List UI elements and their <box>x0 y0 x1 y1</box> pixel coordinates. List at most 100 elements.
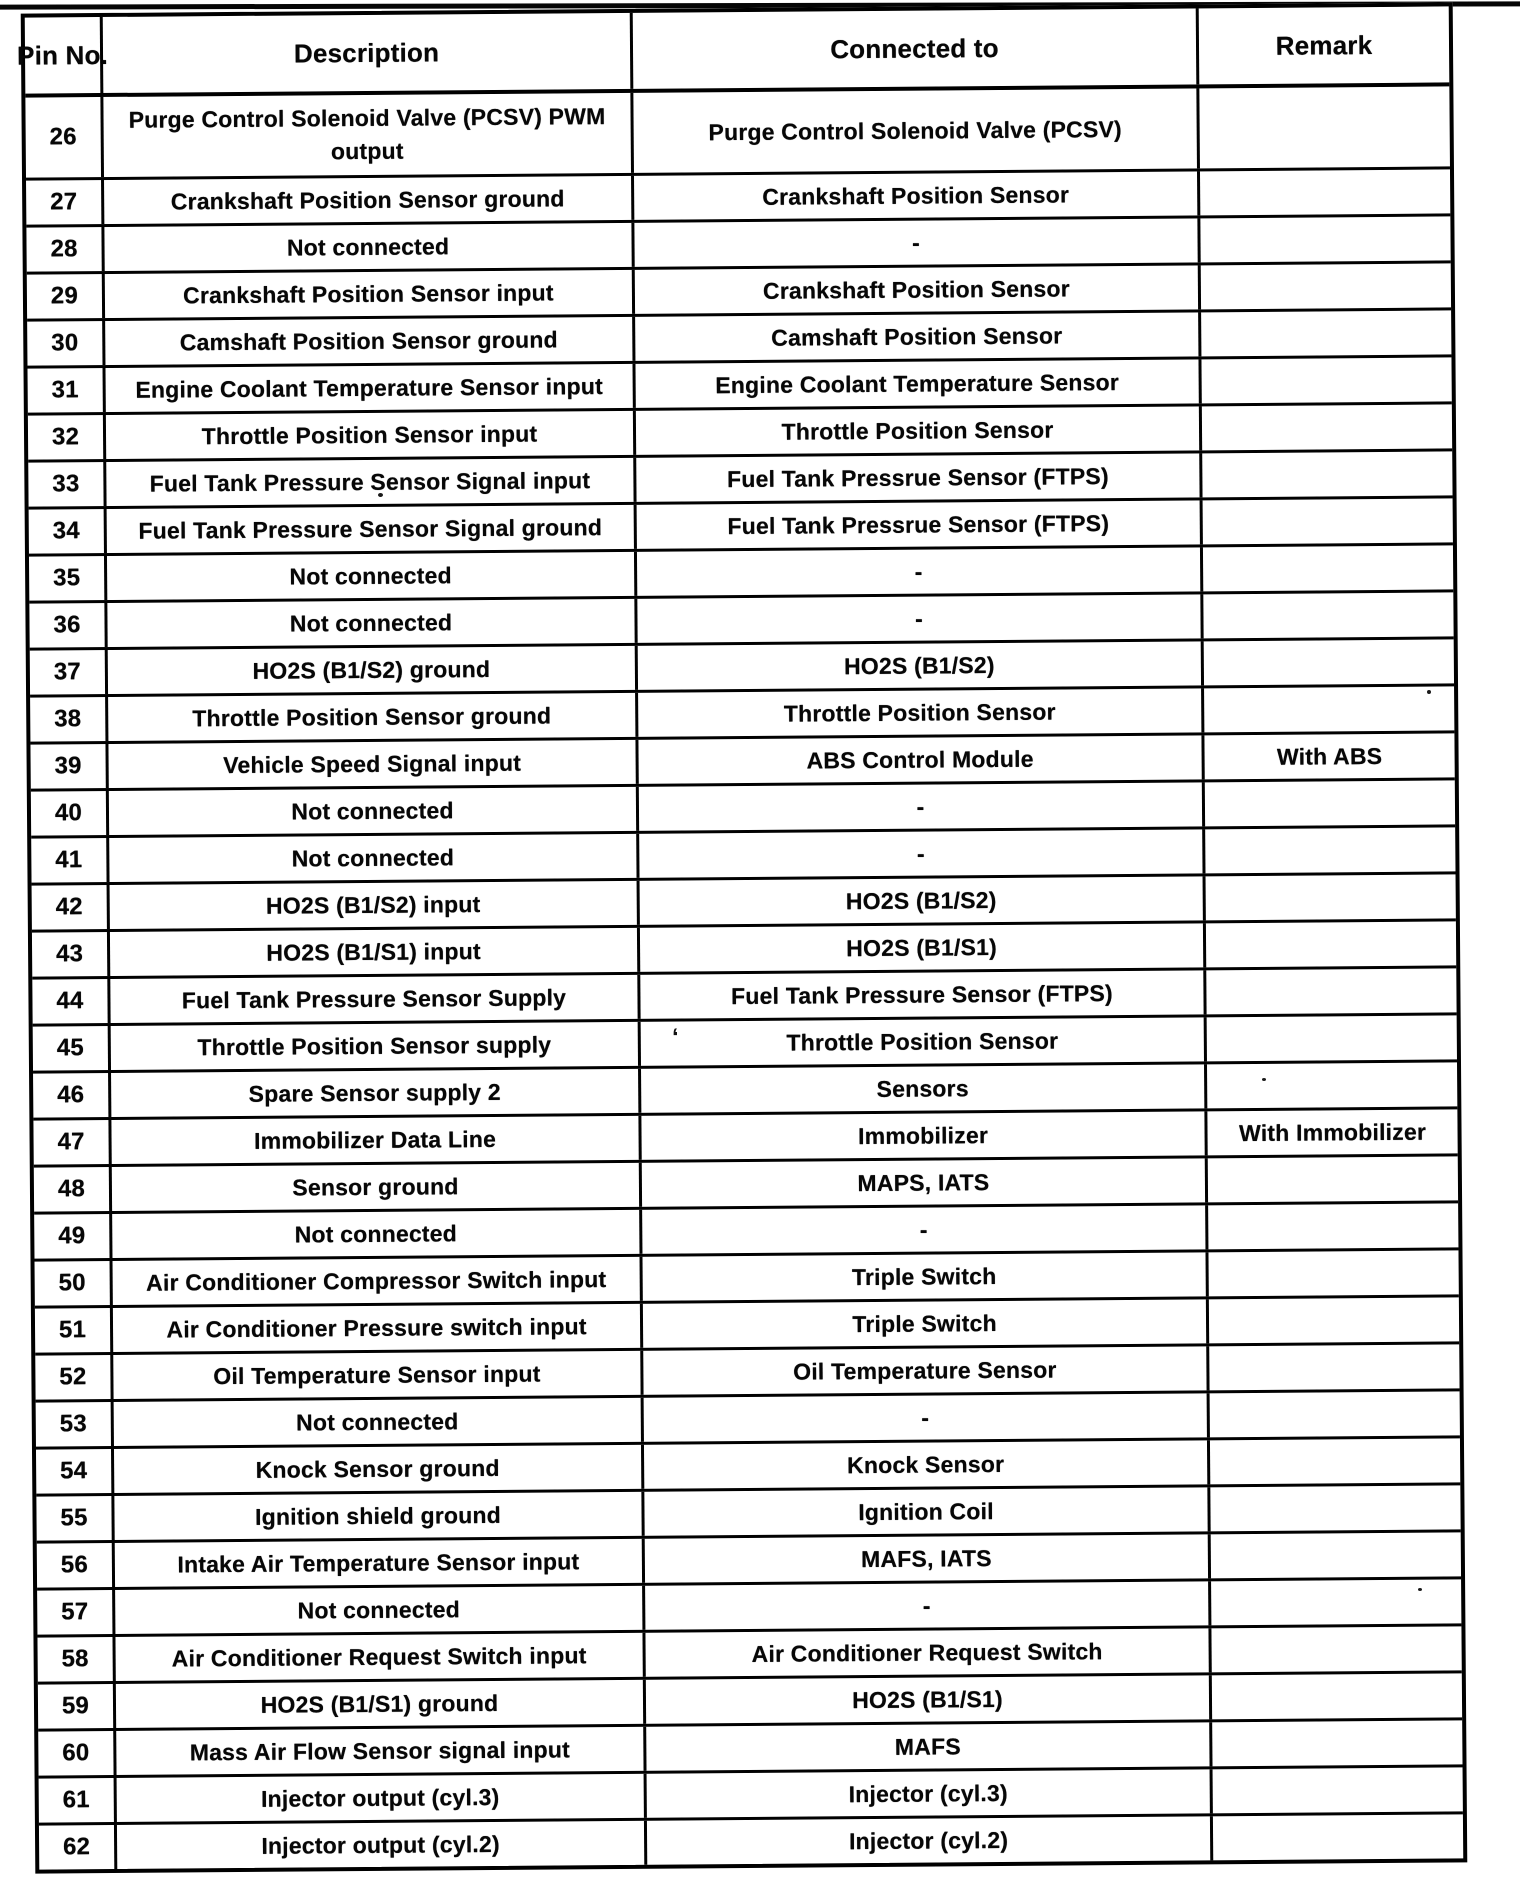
description-cell: Ignition shield ground <box>114 1491 645 1540</box>
pin-cell-text: 36 <box>53 611 81 639</box>
description-cell-text: Not connected <box>289 561 452 590</box>
pin-cell: 43 <box>31 931 111 977</box>
description-cell: HO2S (B1/S2) ground <box>107 645 639 694</box>
pin-cell: 59 <box>37 1683 117 1729</box>
pin-cell-text: 29 <box>50 282 79 310</box>
pin-cell: 32 <box>27 414 107 460</box>
connected-cell-text: Knock Sensor <box>847 1450 1005 1478</box>
connected-cell: HO2S (B1/S1) <box>645 1675 1213 1724</box>
pin-cell: 45 <box>32 1025 112 1071</box>
pin-cell: 60 <box>38 1730 117 1776</box>
pin-cell-text: 35 <box>52 564 81 592</box>
connected-cell-text: Throttle Position Sensor <box>781 416 1054 445</box>
description-cell-text: HO2S (B1/S2) input <box>265 890 481 919</box>
pin-cell: 55 <box>36 1495 115 1541</box>
pin-cell: 41 <box>31 837 110 883</box>
pin-cell: 57 <box>37 1589 116 1635</box>
connected-cell: - <box>634 218 1201 267</box>
connected-cell: Fuel Tank Pressrue Sensor (FTPS) <box>636 500 1203 549</box>
connected-cell-text: Throttle Position Sensor <box>783 698 1056 727</box>
connected-cell: - <box>639 829 1206 878</box>
remark-cell <box>1206 921 1456 967</box>
connected-cell: Crankshaft Position Sensor <box>634 171 1201 220</box>
description-cell: Fuel Tank Pressure Sensor Signal input <box>106 457 637 506</box>
pin-cell: 26 <box>25 97 105 178</box>
pin-cell-text: 45 <box>56 1034 84 1062</box>
connected-cell-text: HO2S (B1/S2) <box>845 886 997 914</box>
remark-cell <box>1203 545 1453 591</box>
description-cell-text: Fuel Tank Pressure Sensor Supply <box>181 983 567 1013</box>
col-header-pin-no: Pin No. <box>17 17 108 94</box>
pin-cell-text: 55 <box>60 1504 88 1532</box>
connected-cell-text: MAFS, IATS <box>860 1544 992 1572</box>
pin-cell-text: 26 <box>49 123 77 151</box>
remark-cell <box>1209 1297 1459 1343</box>
remark-cell <box>1208 1203 1458 1249</box>
remark-cell <box>1210 1391 1460 1437</box>
table-row: 26 Purge Control Solenoid Valve (PCSV) PW… <box>25 86 1450 178</box>
connected-cell: Triple Switch <box>642 1299 1210 1348</box>
pin-cell: 54 <box>35 1448 115 1494</box>
connected-cell-text: - <box>922 1592 931 1619</box>
description-cell: Air Conditioner Request Switch input <box>115 1632 646 1681</box>
description-cell-text: HO2S (B1/S1) ground <box>260 1689 499 1718</box>
remark-cell <box>1213 1767 1463 1813</box>
connected-cell: Triple Switch <box>642 1252 1209 1301</box>
description-cell-text: Immobilizer Data Line <box>254 1125 497 1154</box>
description-cell: Injector output (cyl.3) <box>116 1773 647 1822</box>
pin-cell-text: 38 <box>54 705 82 733</box>
pin-cell-text: 56 <box>60 1551 89 1579</box>
pin-cell-text: 54 <box>59 1457 88 1485</box>
description-cell: Purge Control Solenoid Valve (PCSV) PWM … <box>103 92 634 178</box>
pin-cell-text: 27 <box>50 188 78 216</box>
connected-cell: Immobilizer <box>641 1111 1208 1160</box>
connected-cell: MAFS <box>646 1722 1213 1771</box>
description-cell: Immobilizer Data Line <box>111 1115 642 1164</box>
description-cell: Engine Coolant Temperature Sensor input <box>105 363 636 412</box>
connected-cell-text: Fuel Tank Pressrue Sensor (FTPS) <box>727 509 1110 539</box>
connected-cell-text: Crankshaft Position Sensor <box>762 180 1070 210</box>
connected-cell: MAFS, IATS <box>644 1534 1212 1583</box>
description-cell: Crankshaft Position Sensor ground <box>104 175 635 225</box>
connected-cell-text: Engine Coolant Temperature Sensor <box>715 368 1120 398</box>
pin-cell-text: 53 <box>59 1410 87 1438</box>
col-header-description: Description <box>102 12 634 94</box>
description-cell: Vehicle Speed Signal input <box>108 739 639 788</box>
pin-cell-text: 34 <box>52 517 80 545</box>
connected-cell: MAPS, IATS <box>641 1158 1209 1207</box>
description-cell-text: Camshaft Position Sensor ground <box>179 325 558 355</box>
pin-cell-text: 30 <box>51 329 79 357</box>
pin-cell-text: 33 <box>52 470 80 498</box>
connected-cell-text: - <box>912 229 921 256</box>
description-cell: Not connected <box>108 786 640 835</box>
connected-cell: - <box>638 782 1206 831</box>
connected-cell: Fuel Tank Pressure Sensor (FTPS) <box>640 970 1207 1019</box>
connected-cell: Injector (cyl.2) <box>646 1816 1214 1865</box>
description-cell-text: Intake Air Temperature Sensor input <box>177 1547 580 1577</box>
description-cell: Air Conditioner Compressor Switch input <box>112 1256 643 1305</box>
description-cell-text: Not connected <box>286 232 450 261</box>
remark-cell <box>1203 498 1453 544</box>
col-header-remark: Remark <box>1199 6 1450 84</box>
connected-cell: Sensors <box>641 1064 1208 1113</box>
connected-cell: Fuel Tank Pressrue Sensor (FTPS) <box>636 453 1203 502</box>
connected-cell-text: Triple Switch <box>852 1309 997 1337</box>
scan-speck <box>1418 1588 1422 1591</box>
remark-cell <box>1212 1673 1462 1719</box>
pin-cell-text: 42 <box>55 893 83 921</box>
pin-cell: 34 <box>28 508 107 554</box>
description-cell-text: Engine Coolant Temperature Sensor input <box>135 372 603 403</box>
description-cell-text: Fuel Tank Pressure Sensor Signal ground <box>138 513 603 544</box>
description-cell-text: Not connected <box>289 608 453 637</box>
pin-cell: 40 <box>30 790 110 836</box>
pin-cell-text: 52 <box>59 1363 87 1391</box>
connected-cell: Throttle Position Sensor <box>638 688 1205 737</box>
remark-cell <box>1207 1062 1457 1108</box>
connected-cell-text: Oil Temperature Sensor <box>793 1356 1057 1385</box>
description-cell-text: Fuel Tank Pressure Sensor Signal input <box>149 466 591 497</box>
connected-cell: Throttle Position Sensor <box>635 406 1203 455</box>
connected-cell-text: Air Conditioner Request Switch <box>751 1637 1103 1667</box>
pin-cell: 39 <box>30 743 109 789</box>
description-cell: Not connected <box>113 1397 644 1446</box>
pin-cell-text: 46 <box>57 1081 85 1109</box>
